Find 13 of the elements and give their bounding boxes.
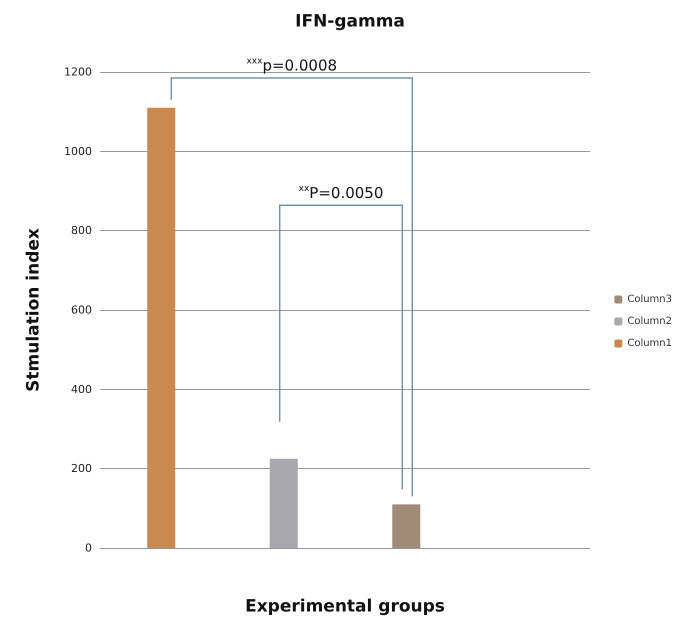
y-tick-label: 1200: [64, 66, 92, 78]
x-axis-title: Experimental groups: [245, 596, 445, 616]
y-tick-label: 800: [71, 224, 92, 238]
y-tick-label: 1000: [64, 144, 92, 158]
chart-title: IFN-gamma: [295, 12, 405, 32]
y-axis-title: Stmulation index: [24, 228, 44, 392]
y-tick-label: 200: [71, 462, 92, 476]
y-tick-label: 0: [85, 542, 92, 554]
legend-label: Column3: [627, 294, 672, 305]
legend-label: Column2: [627, 316, 672, 327]
y-tick-label: 400: [71, 382, 92, 396]
legend-label: Column1: [627, 338, 672, 349]
y-tick-label: 600: [71, 304, 92, 316]
